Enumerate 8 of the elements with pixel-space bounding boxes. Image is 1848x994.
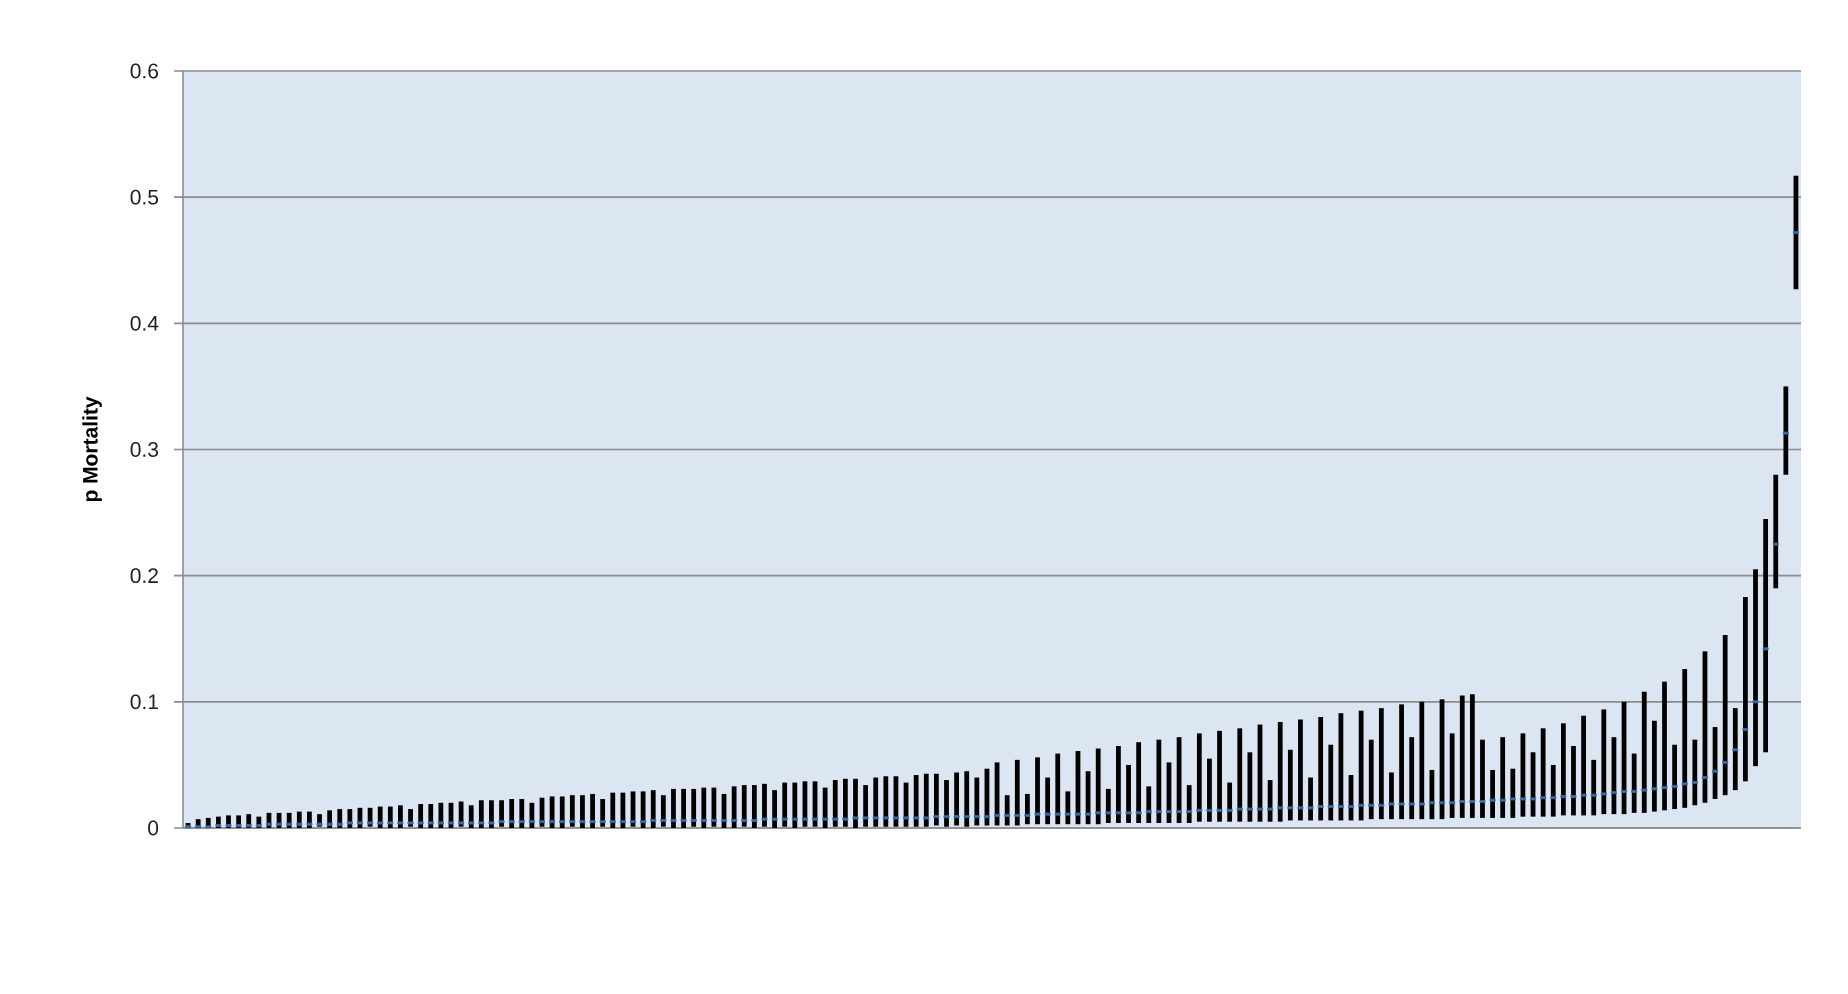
y-axis-title: p Mortality (82, 396, 102, 502)
y-tick-label: 0.6 (130, 63, 159, 79)
y-tick-label: 0.4 (130, 315, 159, 331)
y-tick-label: 0.3 (130, 442, 159, 457)
y-tick-label: 0.2 (130, 568, 158, 584)
y-tick-label: 0 (148, 820, 159, 836)
y-tick-label: 0.1 (130, 694, 158, 710)
y-tick-label: 0.5 (130, 189, 159, 205)
